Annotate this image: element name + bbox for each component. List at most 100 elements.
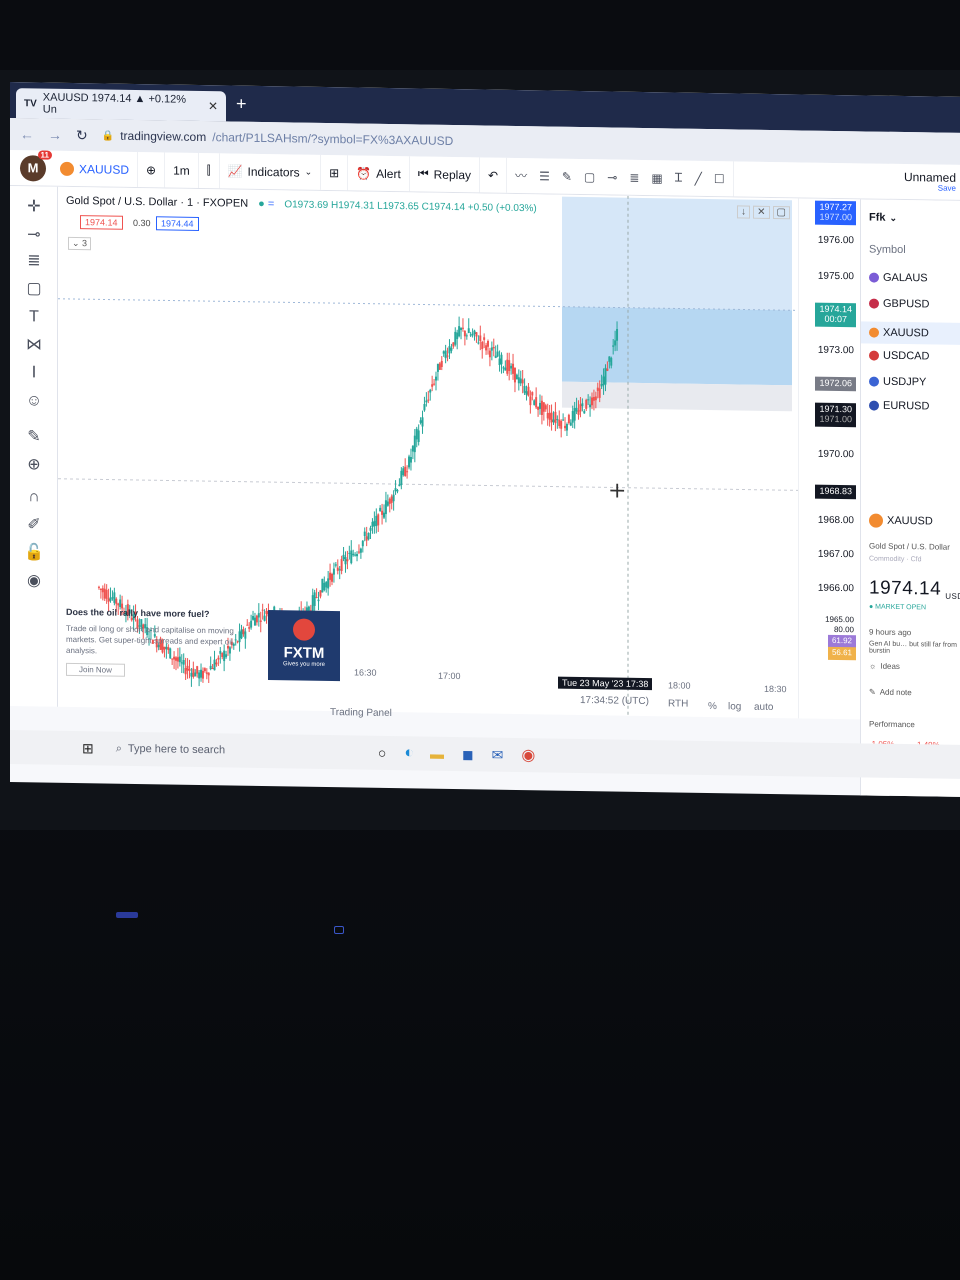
fib-icon[interactable]: ≣ xyxy=(27,252,41,270)
square-icon[interactable]: ▢ xyxy=(772,205,790,220)
left-drawing-toolbar: ✛ ⊸ ≣ ▢ T ⋈ Ⅰ ☺ ✎ ⊕ ∩ ✐ 🔓 ◉ xyxy=(10,186,58,707)
url-field[interactable]: 🔒 tradingview.com/chart/P1LSAHsm/?symbol… xyxy=(102,128,454,148)
undo-button[interactable]: ↶ xyxy=(480,157,508,193)
candle-body xyxy=(573,408,576,421)
horizontal-ray-icon: ⊸ xyxy=(607,169,618,185)
price-tick: 1966.00 xyxy=(817,582,854,595)
candle-body xyxy=(338,569,341,571)
browser-tab[interactable]: TV XAUUSD 1974.14 ▲ +0.12% Un ✕ xyxy=(16,88,226,122)
arrow-down-icon[interactable]: ↓ xyxy=(737,205,751,219)
candle-body xyxy=(123,612,125,614)
chart-type-button[interactable]: ⫿ xyxy=(198,152,220,189)
candle-body xyxy=(184,668,187,675)
symbol-search-button[interactable]: XAUUSD xyxy=(52,150,139,188)
alert-button[interactable]: ⏰ Alert xyxy=(348,155,410,192)
watchlist-item[interactable]: USDCAD xyxy=(869,349,929,362)
crosshair-icon[interactable]: ✛ xyxy=(27,198,41,216)
add-note-button[interactable]: ✎ Add note xyxy=(869,687,912,698)
candle-body xyxy=(240,629,243,639)
interval-button[interactable]: 1m xyxy=(165,152,199,188)
sell-price-button[interactable]: 1974.14 xyxy=(80,215,123,230)
back-icon[interactable]: ← xyxy=(20,126,34,143)
forward-icon[interactable]: → xyxy=(48,126,62,143)
replay-button[interactable]: ⏮ Replay xyxy=(409,156,480,193)
watchlist-item[interactable]: USDJPY xyxy=(869,375,926,388)
candle-body xyxy=(569,422,572,426)
lock-icon[interactable]: 🔓 xyxy=(24,544,44,562)
candle-body xyxy=(398,484,401,487)
candle-body xyxy=(319,590,322,597)
close-icon[interactable]: ✕ xyxy=(753,205,770,219)
new-tab-button[interactable]: + xyxy=(236,93,247,114)
candle-body xyxy=(448,346,451,354)
magnet-icon[interactable]: ∩ xyxy=(28,488,40,506)
candle-body xyxy=(354,554,357,556)
time-tick: 17:00 xyxy=(438,670,461,682)
text-icon[interactable]: T xyxy=(29,308,39,326)
pattern-icon[interactable]: ⋈ xyxy=(26,336,42,354)
avatar[interactable]: M 11 xyxy=(20,149,52,182)
candle-body xyxy=(346,559,349,562)
watchlist-item[interactable]: GALAUS xyxy=(869,271,928,284)
task-view-icon[interactable]: ○ xyxy=(377,744,387,761)
drawing-favorites[interactable]: 〰 ☰ ✎ ▢ ⊸ ≣ ▦ Ꮖ ╱ ☐ xyxy=(507,157,734,197)
zoom-in-icon[interactable]: ⊕ xyxy=(27,456,41,474)
candle-body xyxy=(144,624,147,629)
candle-body xyxy=(259,620,262,622)
compare-symbol-button[interactable]: ⊕ xyxy=(138,152,166,188)
edge-icon[interactable]: ◐ xyxy=(404,744,415,762)
watchlist-selector[interactable]: Ffk ⌄ xyxy=(869,211,898,224)
candle-body xyxy=(381,510,384,515)
watchlist-item[interactable]: GBPUSD xyxy=(869,297,929,310)
taskbar-search-input[interactable]: Type here to search xyxy=(127,742,226,757)
trend-line-icon[interactable]: ⊸ xyxy=(27,226,41,244)
trading-panel-tab[interactable]: Trading Panel xyxy=(330,707,392,719)
windows-start-icon[interactable]: ⊞ xyxy=(82,739,94,756)
path-icon: 〰 xyxy=(515,168,528,184)
stop-price-label: 1972.06 xyxy=(815,376,856,392)
rectangle-icon[interactable]: ▢ xyxy=(26,280,42,298)
layout-name-button[interactable]: Unnamed Save xyxy=(903,169,956,193)
candle-body xyxy=(467,328,470,334)
buy-price-button[interactable]: 1974.44 xyxy=(156,216,199,231)
file-explorer-icon[interactable]: ▬ xyxy=(430,745,445,762)
emoji-icon[interactable]: ☺ xyxy=(25,392,43,410)
mail-icon[interactable]: ✉ xyxy=(491,746,504,763)
chrome-icon[interactable]: ◉ xyxy=(521,747,536,765)
watchlist-item[interactable]: EURUSD xyxy=(869,399,929,412)
ruler-icon[interactable]: ✎ xyxy=(27,428,41,446)
price-scale[interactable]: 1977.27 1977.00 1976.00 1975.00 1974.14 00… xyxy=(798,198,860,720)
candle-body xyxy=(190,672,193,677)
candle-body xyxy=(458,326,461,337)
candle-body xyxy=(178,656,181,663)
watchlist-item-selected[interactable]: XAUUSD xyxy=(861,321,960,345)
ideas-link[interactable]: ☼ Ideas xyxy=(869,661,900,671)
candle-body xyxy=(379,507,382,512)
lock-drawings-icon[interactable]: ✐ xyxy=(27,516,41,534)
candle-body xyxy=(440,360,443,368)
candle-body xyxy=(527,386,530,396)
auto-toggle[interactable]: auto xyxy=(754,701,774,713)
fib-icon: ☰ xyxy=(539,168,550,183)
reload-icon[interactable]: ↻ xyxy=(76,126,88,143)
candle-body xyxy=(417,430,420,443)
rth-toggle[interactable]: RTH xyxy=(668,698,689,710)
candle-body xyxy=(471,333,474,336)
close-icon[interactable]: ✕ xyxy=(207,99,218,114)
log-toggle[interactable]: log xyxy=(728,701,742,713)
candle-body xyxy=(552,419,555,423)
candle-body xyxy=(117,603,120,606)
news-item[interactable]: 9 hours ago Gen AI bu… but still far from… xyxy=(869,627,957,655)
candle-body xyxy=(512,363,515,374)
utc-clock[interactable]: 17:34:52 (UTC) xyxy=(580,694,649,708)
candle-body xyxy=(446,355,449,357)
indicator-collapse-button[interactable]: ⌄ 3 xyxy=(68,236,92,251)
percent-toggle[interactable]: % xyxy=(708,700,717,713)
measure-icon[interactable]: Ⅰ xyxy=(31,364,37,382)
eye-icon[interactable]: ◉ xyxy=(27,572,41,590)
store-icon[interactable]: ◼ xyxy=(462,745,474,762)
templates-button[interactable]: ⊞ xyxy=(321,154,349,191)
indicators-button[interactable]: 📈 Indicators ⌄ xyxy=(219,153,322,190)
details-symbol: XAUUSD xyxy=(869,513,933,528)
candle-body xyxy=(163,646,166,650)
